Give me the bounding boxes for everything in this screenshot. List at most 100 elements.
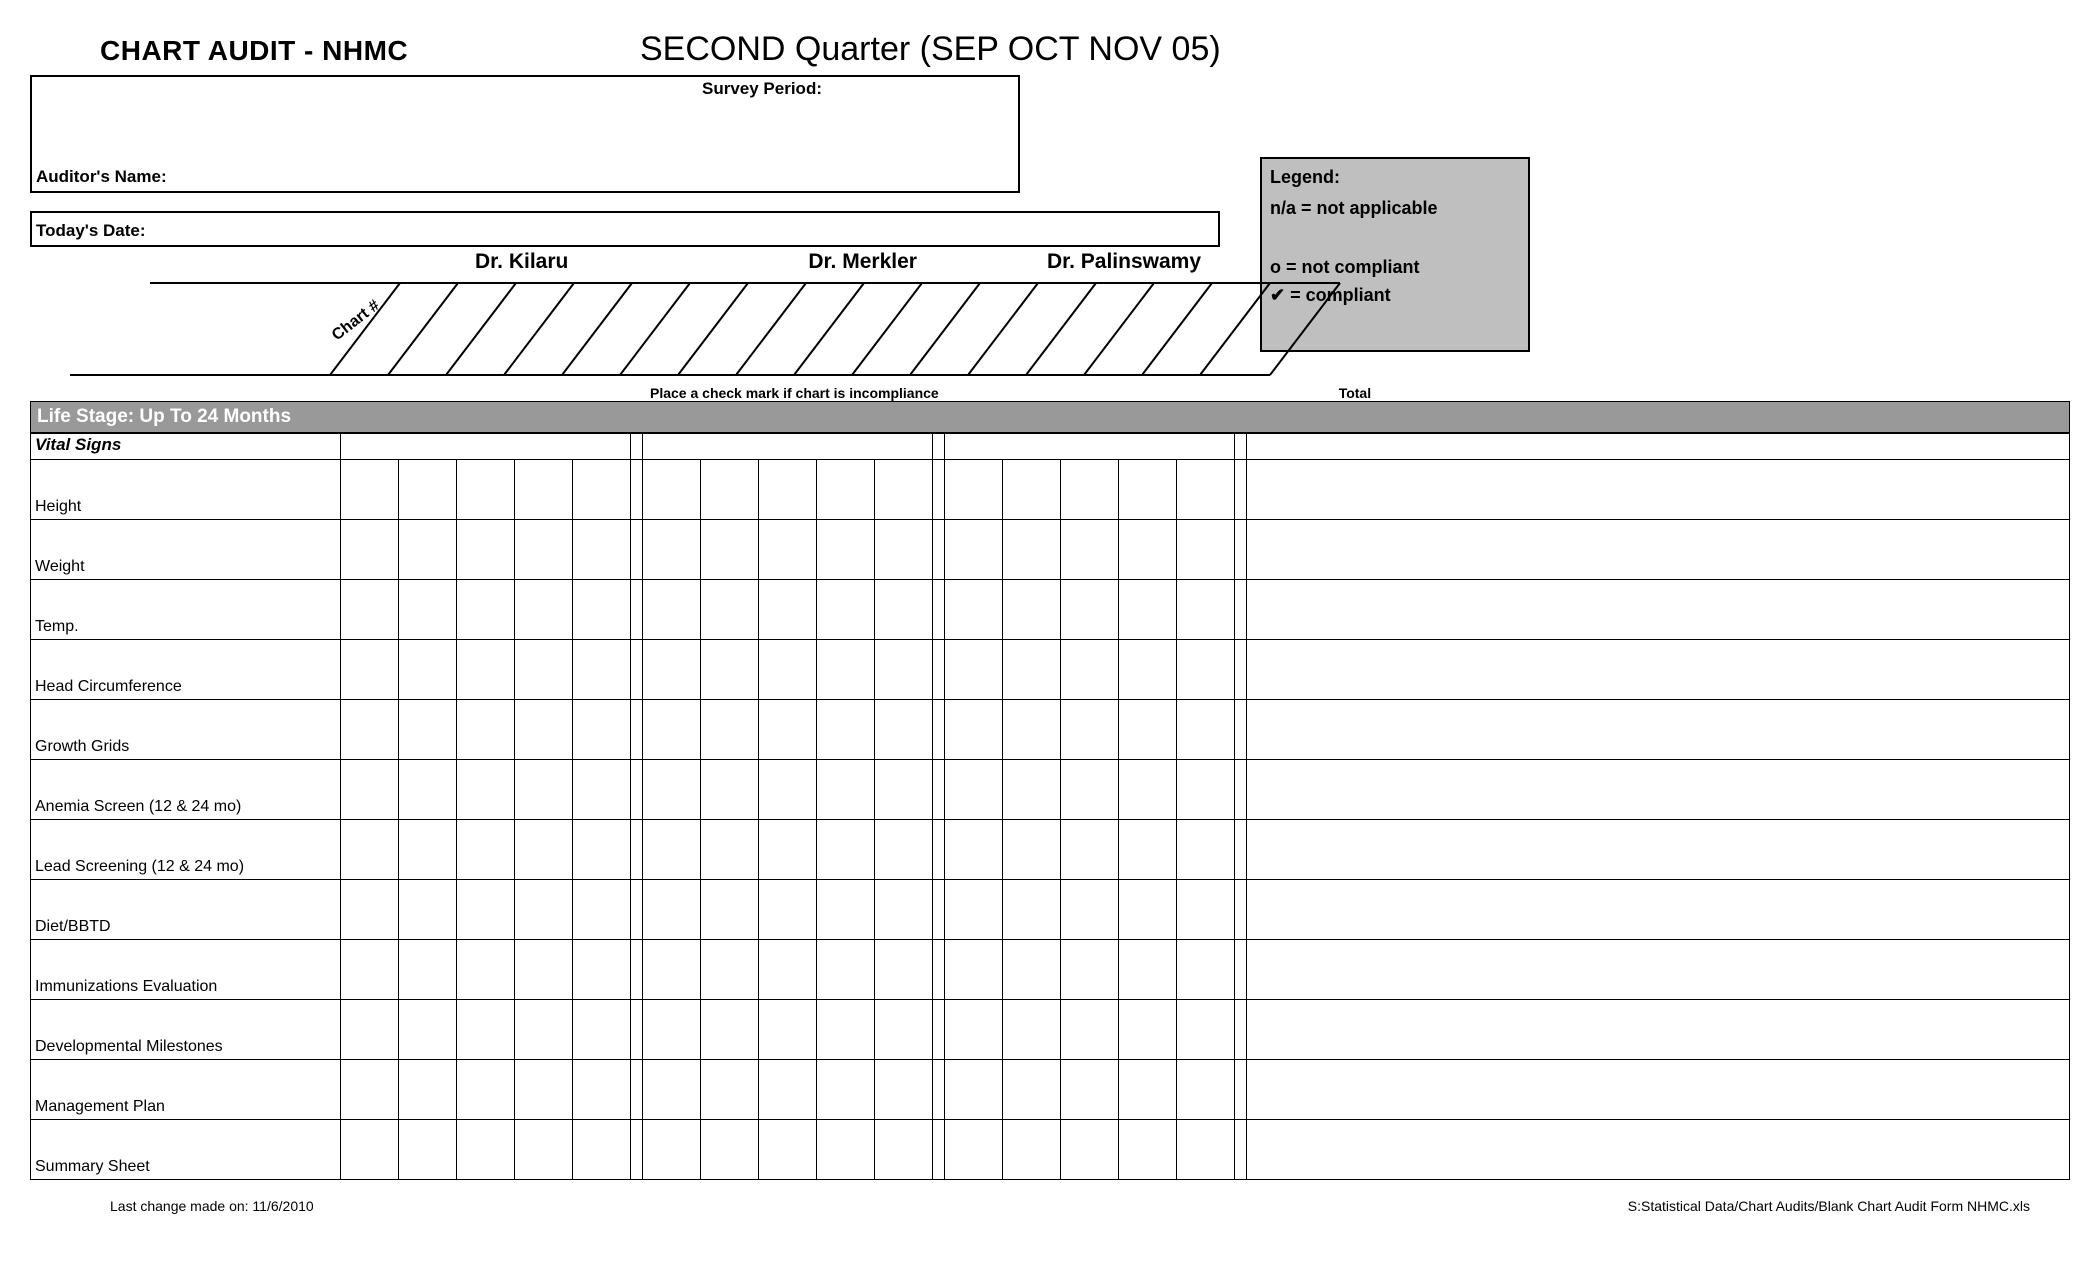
audit-cell[interactable] [341, 580, 399, 640]
audit-cell[interactable] [1061, 820, 1119, 880]
audit-cell[interactable] [701, 580, 759, 640]
audit-cell[interactable] [1177, 1120, 1235, 1180]
audit-cell[interactable] [341, 700, 399, 760]
audit-cell[interactable] [515, 940, 573, 1000]
audit-cell[interactable] [399, 580, 457, 640]
audit-cell[interactable] [1119, 520, 1177, 580]
audit-cell[interactable] [341, 940, 399, 1000]
audit-cell[interactable] [945, 880, 1003, 940]
audit-cell[interactable] [643, 940, 701, 1000]
audit-cell[interactable] [399, 1060, 457, 1120]
audit-cell[interactable] [573, 940, 631, 1000]
audit-cell[interactable] [945, 1060, 1003, 1120]
audit-cell[interactable] [817, 640, 875, 700]
audit-cell[interactable] [399, 460, 457, 520]
audit-cell[interactable] [875, 940, 933, 1000]
audit-cell[interactable] [643, 1000, 701, 1060]
audit-cell[interactable] [875, 520, 933, 580]
audit-cell[interactable] [573, 1120, 631, 1180]
audit-cell[interactable] [1119, 700, 1177, 760]
todays-date-box[interactable]: Today's Date: [30, 211, 1220, 247]
audit-cell[interactable] [701, 640, 759, 700]
audit-cell[interactable] [1177, 700, 1235, 760]
audit-cell[interactable] [1119, 820, 1177, 880]
audit-cell[interactable] [945, 640, 1003, 700]
total-cell[interactable] [1247, 460, 2070, 520]
audit-cell[interactable] [515, 520, 573, 580]
audit-cell[interactable] [515, 700, 573, 760]
audit-cell[interactable] [945, 1120, 1003, 1180]
audit-cell[interactable] [875, 820, 933, 880]
audit-cell[interactable] [1119, 940, 1177, 1000]
audit-cell[interactable] [1061, 640, 1119, 700]
audit-cell[interactable] [341, 760, 399, 820]
audit-cell[interactable] [817, 880, 875, 940]
audit-cell[interactable] [515, 1120, 573, 1180]
audit-cell[interactable] [457, 1060, 515, 1120]
audit-cell[interactable] [1003, 580, 1061, 640]
audit-cell[interactable] [457, 700, 515, 760]
audit-cell[interactable] [875, 1000, 933, 1060]
audit-cell[interactable] [643, 520, 701, 580]
audit-cell[interactable] [759, 1060, 817, 1120]
audit-cell[interactable] [341, 640, 399, 700]
audit-cell[interactable] [875, 460, 933, 520]
audit-cell[interactable] [1119, 1060, 1177, 1120]
auditor-name-box[interactable]: Survey Period: Auditor's Name: [30, 75, 1020, 193]
audit-cell[interactable] [1177, 1060, 1235, 1120]
audit-cell[interactable] [643, 1120, 701, 1180]
total-cell[interactable] [1247, 700, 2070, 760]
audit-cell[interactable] [457, 940, 515, 1000]
audit-cell[interactable] [341, 880, 399, 940]
audit-cell[interactable] [817, 460, 875, 520]
audit-cell[interactable] [573, 520, 631, 580]
audit-cell[interactable] [1119, 880, 1177, 940]
audit-cell[interactable] [945, 580, 1003, 640]
audit-cell[interactable] [399, 520, 457, 580]
audit-cell[interactable] [1061, 1120, 1119, 1180]
total-cell[interactable] [1247, 1000, 2070, 1060]
total-cell[interactable] [1247, 940, 2070, 1000]
audit-cell[interactable] [573, 760, 631, 820]
audit-cell[interactable] [759, 1000, 817, 1060]
audit-cell[interactable] [817, 940, 875, 1000]
audit-cell[interactable] [1177, 820, 1235, 880]
audit-cell[interactable] [399, 700, 457, 760]
audit-cell[interactable] [701, 940, 759, 1000]
audit-cell[interactable] [515, 460, 573, 520]
audit-cell[interactable] [1177, 460, 1235, 520]
audit-cell[interactable] [457, 640, 515, 700]
audit-cell[interactable] [1003, 520, 1061, 580]
audit-cell[interactable] [1003, 820, 1061, 880]
audit-cell[interactable] [1177, 760, 1235, 820]
audit-cell[interactable] [1003, 700, 1061, 760]
audit-cell[interactable] [341, 1120, 399, 1180]
audit-cell[interactable] [759, 940, 817, 1000]
audit-cell[interactable] [515, 820, 573, 880]
audit-cell[interactable] [341, 460, 399, 520]
audit-cell[interactable] [1119, 1120, 1177, 1180]
audit-cell[interactable] [457, 580, 515, 640]
total-cell[interactable] [1247, 580, 2070, 640]
audit-cell[interactable] [573, 1060, 631, 1120]
audit-cell[interactable] [515, 880, 573, 940]
audit-cell[interactable] [573, 880, 631, 940]
audit-cell[interactable] [701, 880, 759, 940]
audit-cell[interactable] [759, 580, 817, 640]
audit-cell[interactable] [399, 1120, 457, 1180]
audit-cell[interactable] [399, 880, 457, 940]
audit-cell[interactable] [759, 700, 817, 760]
audit-cell[interactable] [643, 760, 701, 820]
audit-cell[interactable] [1061, 940, 1119, 1000]
audit-cell[interactable] [643, 880, 701, 940]
total-cell[interactable] [1247, 760, 2070, 820]
audit-cell[interactable] [759, 760, 817, 820]
audit-cell[interactable] [573, 640, 631, 700]
audit-cell[interactable] [945, 1000, 1003, 1060]
audit-cell[interactable] [457, 1120, 515, 1180]
audit-cell[interactable] [457, 520, 515, 580]
audit-cell[interactable] [817, 820, 875, 880]
audit-cell[interactable] [875, 1120, 933, 1180]
audit-cell[interactable] [1061, 580, 1119, 640]
audit-cell[interactable] [945, 820, 1003, 880]
